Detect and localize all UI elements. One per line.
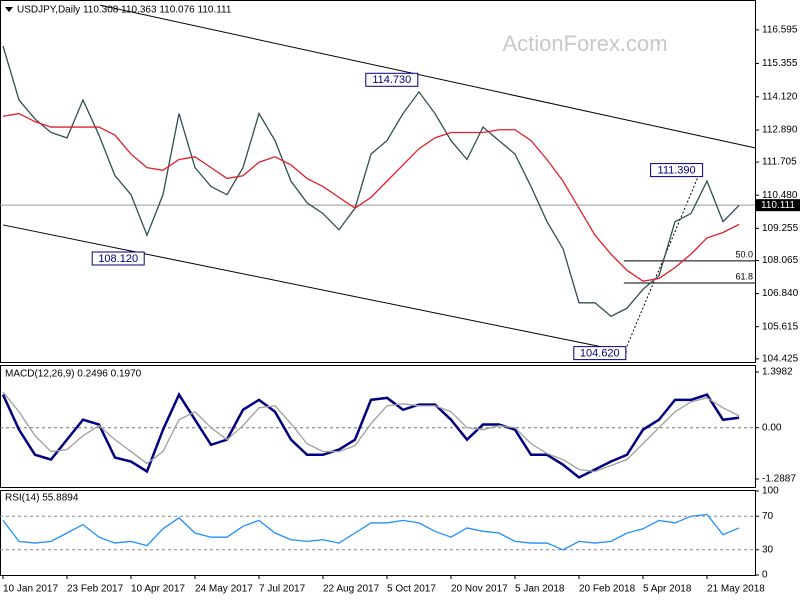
- x-tick-label: 20 Feb 2018: [579, 584, 636, 595]
- trendline: [99, 4, 756, 149]
- watermark: ActionForex.com: [502, 31, 667, 56]
- rsi-title: RSI(14) 55.8894: [5, 493, 79, 504]
- series-line: [2, 513, 740, 551]
- price-panel: [0, 0, 756, 363]
- series-line: [2, 391, 740, 473]
- y-tick-label: 110.480: [762, 190, 798, 201]
- y-tick-label: 105.615: [762, 321, 799, 332]
- y-tick-label: 106.840: [762, 288, 799, 299]
- x-tick-label: 22 Aug 2017: [323, 584, 380, 595]
- y-tick-label: 108.065: [762, 255, 799, 266]
- annotation-box: [91, 251, 145, 266]
- y-tick-label: 70: [762, 511, 774, 522]
- annotation-label: 108.120: [98, 253, 138, 265]
- y-tick-label: 111.705: [762, 157, 797, 168]
- y-tick-label: 114.120: [762, 91, 798, 102]
- annotation-box: [573, 346, 627, 361]
- y-tick-label: 104.425: [762, 354, 799, 365]
- annotation-label: 111.390: [658, 164, 696, 176]
- annotation-box: [650, 163, 704, 178]
- annotation-box: [365, 72, 419, 87]
- x-tick-label: 5 Oct 2017: [387, 584, 436, 595]
- y-tick-label: 109.255: [762, 223, 799, 234]
- y-tick-label: 0: [762, 570, 768, 581]
- current-price-box: [756, 199, 800, 212]
- annotation-label: 104.620: [580, 348, 620, 360]
- macd-title: MACD(12,26,9) 0.2496 0.1970: [5, 369, 142, 380]
- x-tick-label: 21 May 2018: [707, 584, 765, 595]
- y-tick-label: 115.355: [762, 58, 798, 69]
- x-tick-label: 7 Jul 2017: [259, 584, 306, 595]
- current-price-label: 110.111: [761, 200, 795, 211]
- fib-move: [623, 170, 702, 354]
- annotation-label: 114.730: [372, 74, 411, 86]
- y-tick-label: 116.595: [762, 25, 798, 36]
- y-tick-label: -1.2887: [762, 474, 796, 485]
- x-tick-label: 10 Apr 2017: [131, 584, 185, 595]
- series-line: [2, 45, 740, 318]
- x-tick-label: 5 Apr 2018: [643, 584, 692, 595]
- y-tick-label: 112.890: [762, 125, 798, 136]
- series-line: [2, 112, 740, 282]
- trendline: [2, 224, 628, 353]
- y-tick-label: 0.00: [762, 422, 782, 433]
- x-tick-label: 24 May 2017: [195, 584, 253, 595]
- menu-icon[interactable]: [5, 7, 13, 12]
- x-tick-label: 10 Jan 2017: [3, 584, 58, 595]
- x-tick-label: 5 Jan 2018: [515, 584, 565, 595]
- y-tick-label: 30: [762, 544, 774, 555]
- y-tick-label: 1.3982: [762, 367, 793, 378]
- y-tick-label: 100: [762, 486, 779, 497]
- x-tick-label: 20 Nov 2017: [451, 584, 508, 595]
- macd-panel: [0, 365, 756, 488]
- rsi-panel: [0, 490, 756, 576]
- series-line: [1, 392, 740, 479]
- x-tick-label: 23 Feb 2017: [67, 584, 124, 595]
- fib-label: 61.8: [735, 271, 753, 281]
- fib-label: 50.0: [735, 249, 753, 259]
